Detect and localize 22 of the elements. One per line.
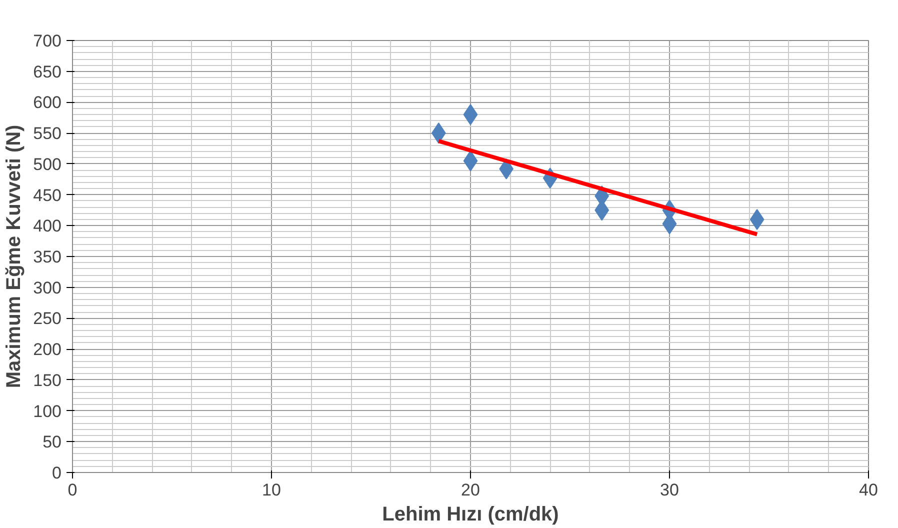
- y-tick-label: 450: [33, 186, 62, 205]
- y-tick-label: 500: [33, 154, 62, 174]
- x-tick-label: 0: [68, 480, 78, 500]
- y-tick-label: 0: [52, 464, 62, 482]
- y-tick-label: 600: [33, 93, 62, 112]
- y-tick-label: 200: [33, 340, 62, 360]
- x-tick-label: 20: [461, 480, 480, 500]
- y-tick-label: 150: [33, 370, 62, 390]
- x-axis-title: Lehim Hızı (cm/dk): [382, 504, 559, 526]
- y-tick-label: 350: [33, 248, 62, 266]
- y-tick-label: 300: [33, 278, 62, 298]
- y-axis-title: Maximum Eğme Kuvveti (N): [3, 124, 26, 388]
- y-tick-label: 550: [33, 124, 62, 144]
- y-tick-label: 400: [33, 216, 62, 236]
- y-tick-label: 650: [33, 62, 62, 82]
- y-tick-label: 50: [42, 432, 62, 452]
- x-tick-label: 30: [660, 480, 679, 500]
- y-tick-label: 250: [33, 309, 62, 328]
- x-tick-label: 10: [262, 480, 281, 500]
- y-tick-label: 100: [33, 402, 62, 421]
- y-tick-label: 700: [33, 32, 62, 50]
- x-tick-label: 40: [859, 480, 878, 500]
